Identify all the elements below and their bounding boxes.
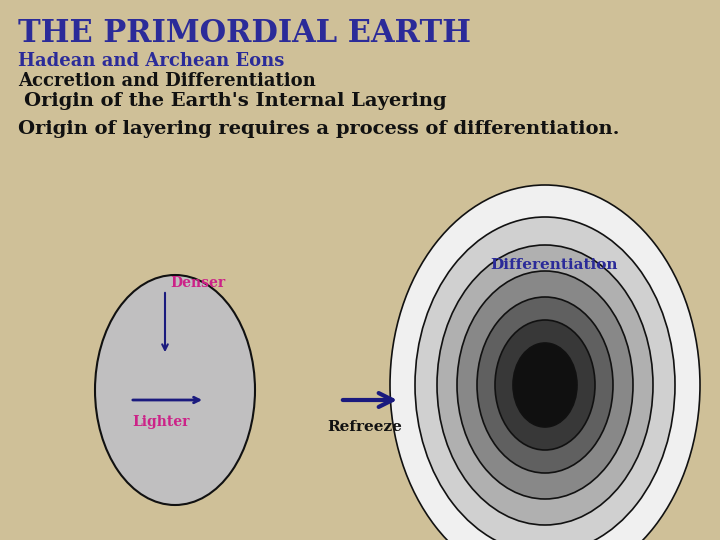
Text: Origin of the Earth's Internal Layering: Origin of the Earth's Internal Layering — [24, 92, 446, 110]
Text: Denser: Denser — [170, 276, 225, 290]
Ellipse shape — [457, 271, 633, 499]
Ellipse shape — [390, 185, 700, 540]
Ellipse shape — [495, 320, 595, 450]
Text: Refreeze: Refreeze — [328, 420, 402, 434]
Ellipse shape — [477, 297, 613, 473]
Text: Hadean and Archean Eons: Hadean and Archean Eons — [18, 52, 284, 70]
Text: Lighter: Lighter — [132, 415, 189, 429]
Ellipse shape — [437, 245, 653, 525]
Ellipse shape — [513, 343, 577, 427]
Text: Origin of layering requires a process of differentiation.: Origin of layering requires a process of… — [18, 120, 619, 138]
Ellipse shape — [415, 217, 675, 540]
Text: Differentiation: Differentiation — [490, 258, 618, 272]
Ellipse shape — [95, 275, 255, 505]
Text: THE PRIMORDIAL EARTH: THE PRIMORDIAL EARTH — [18, 18, 471, 49]
Text: Accretion and Differentiation: Accretion and Differentiation — [18, 72, 316, 90]
